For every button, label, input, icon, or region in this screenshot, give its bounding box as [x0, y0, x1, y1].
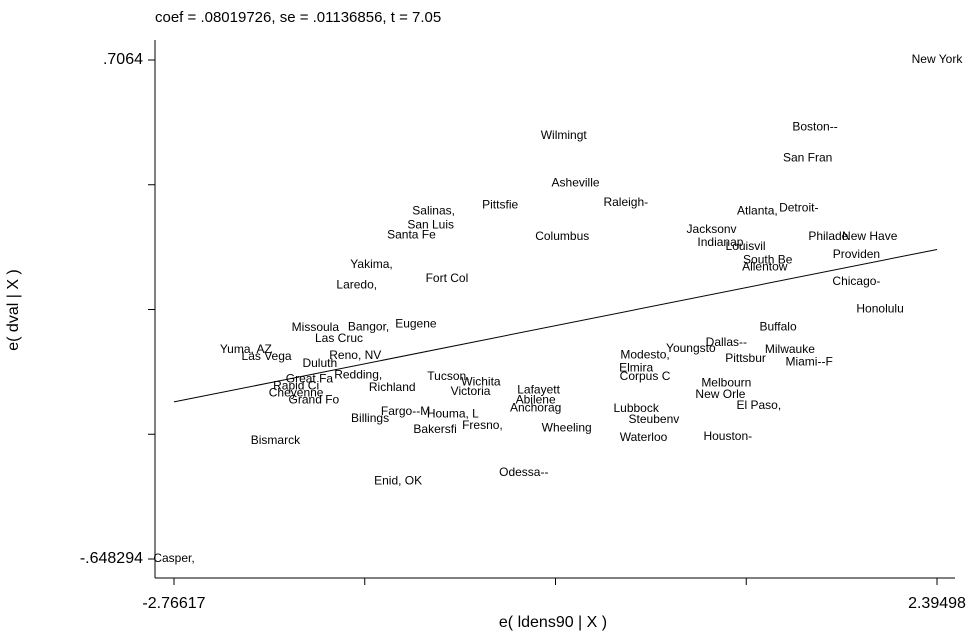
point-label: Abilene	[516, 392, 556, 406]
point-label: Detroit-	[779, 200, 818, 214]
point-label: Lafayett	[517, 382, 560, 396]
point-label: Fargo--M	[381, 404, 430, 418]
point-label: Honolulu	[856, 301, 903, 315]
point-label: Atlanta,	[737, 203, 778, 217]
point-label: Victoria	[451, 384, 491, 398]
point-label: Bismarck	[251, 433, 301, 447]
point-label: Yakima,	[350, 257, 392, 271]
point-label: Dallas--	[706, 335, 747, 349]
point-label: Casper,	[153, 551, 194, 565]
point-label: San Luis	[407, 217, 454, 231]
point-label: Houston-	[703, 429, 752, 443]
point-label: Cheyenne	[269, 385, 324, 399]
point-label: Melbourn	[701, 375, 751, 389]
chart-title: coef = .08019726, se = .01136856, t = 7.…	[155, 9, 441, 26]
point-label: New Orle	[695, 387, 745, 401]
point-label: Pittsbur	[725, 351, 766, 365]
point-label: Odessa--	[499, 465, 548, 479]
point-label: Asheville	[552, 175, 600, 189]
point-label: Missoula	[292, 320, 340, 334]
x-axis-title: e( ldens90 | X )	[499, 614, 607, 631]
point-label: Yuma, AZ	[220, 342, 272, 356]
point-label: Laredo,	[336, 277, 377, 291]
point-label: Indianap	[697, 235, 743, 249]
x-tick-label: 2.39498	[908, 595, 966, 612]
point-label: Anchorag	[510, 400, 561, 414]
point-label: Modesto,	[620, 347, 669, 361]
point-label: Youngsto	[666, 341, 716, 355]
point-label: Wilmingt	[541, 128, 588, 142]
y-tick-label: -.648294	[80, 550, 143, 567]
point-label: Elmira	[619, 360, 653, 374]
point-label: New York	[912, 52, 964, 66]
point-label: Fresno,	[462, 418, 503, 432]
point-label: Louisvil	[726, 239, 766, 253]
point-label: Las Cruc	[315, 331, 363, 345]
point-label: Great Fa	[286, 371, 334, 385]
point-label: Columbus	[535, 229, 589, 243]
fit-line	[173, 248, 938, 403]
point-label: Billings	[351, 411, 389, 425]
point-label: Enid, OK	[374, 473, 422, 487]
point-label: Bangor,	[348, 319, 389, 333]
point-label: Raleigh-	[603, 195, 648, 209]
y-axis-title: e( dval | X )	[5, 269, 22, 351]
point-label: Santa Fe	[387, 227, 436, 241]
point-label: Buffalo	[760, 319, 797, 333]
point-label: Providen	[833, 247, 880, 261]
y-tick-label: .7064	[103, 51, 143, 68]
point-label: Milwauke	[765, 342, 815, 356]
point-label: Eugene	[395, 316, 437, 330]
point-label: Tucson,	[427, 369, 469, 383]
point-label: Wichita	[461, 374, 501, 388]
point-label: Redding,	[334, 367, 382, 381]
point-label: New Have	[842, 229, 898, 243]
point-label: Philade	[808, 229, 848, 243]
point-label: Boston--	[792, 119, 837, 133]
point-label: Salinas,	[412, 203, 455, 217]
point-label: Chicago-	[832, 274, 880, 288]
x-tick-label: -2.76617	[142, 595, 205, 612]
point-label: Steubenv	[629, 412, 680, 426]
point-label: Richland	[369, 380, 416, 394]
point-label: Corpus C	[620, 369, 671, 383]
point-label: Lubbock	[613, 401, 659, 415]
point-label: El Paso,	[737, 398, 782, 412]
point-label: Wheeling	[542, 420, 592, 434]
point-label: Pittsfie	[482, 197, 518, 211]
point-label: Rapid Ci	[273, 378, 319, 392]
point-label: Jacksonv	[687, 222, 737, 236]
point-label: Duluth	[302, 356, 337, 370]
point-label: Allentow	[742, 259, 788, 273]
point-label: Reno, NV	[329, 348, 381, 362]
point-label: South Be	[743, 252, 793, 266]
point-label: San Fran	[783, 150, 832, 164]
point-label: Fort Col	[426, 271, 469, 285]
point-label: Waterloo	[620, 430, 668, 444]
point-label: Las Vega	[242, 349, 292, 363]
point-label: Grand Fo	[289, 392, 340, 406]
point-label: Houma, L	[427, 406, 479, 420]
point-label: Miami--F	[785, 354, 832, 368]
point-label: Bakersfi	[413, 422, 456, 436]
